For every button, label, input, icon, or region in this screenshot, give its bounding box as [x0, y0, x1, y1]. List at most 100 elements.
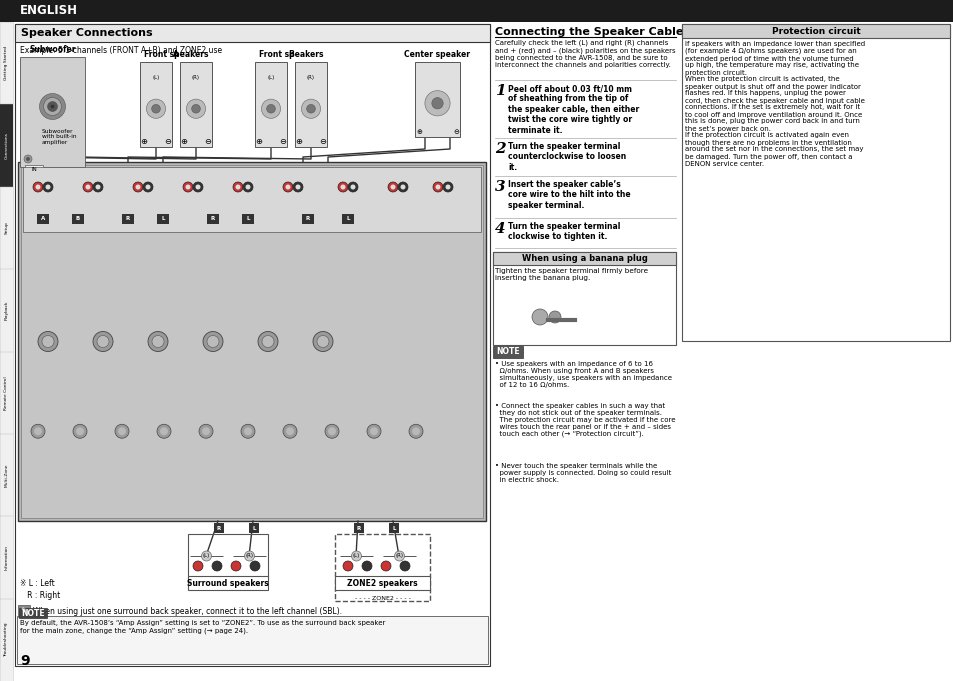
Text: Subwoofer: Subwoofer — [30, 45, 75, 54]
Circle shape — [293, 182, 303, 192]
Text: ※ L : Left: ※ L : Left — [20, 580, 54, 588]
Circle shape — [33, 182, 43, 192]
Text: ⊖: ⊖ — [164, 138, 172, 146]
Circle shape — [193, 182, 203, 192]
Text: - - - - ZONE2 - - - -: - - - - ZONE2 - - - - — [355, 595, 410, 601]
Circle shape — [143, 182, 152, 192]
Bar — [71, 214, 84, 224]
Circle shape — [233, 182, 243, 192]
Circle shape — [73, 424, 87, 439]
Text: Protection circuit: Protection circuit — [771, 27, 860, 35]
Text: By default, the AVR-1508’s “Amp Assign” setting is set to “ZONE2”. To use as the: By default, the AVR-1508’s “Amp Assign” … — [20, 620, 385, 633]
Circle shape — [313, 332, 333, 351]
Circle shape — [186, 99, 206, 118]
Circle shape — [262, 336, 274, 347]
Bar — [15, 24, 490, 42]
Text: Subwoofer
with built-in
amplifier: Subwoofer with built-in amplifier — [42, 129, 76, 145]
Text: ⊖: ⊖ — [204, 138, 212, 146]
Circle shape — [250, 561, 260, 571]
Circle shape — [212, 561, 222, 571]
Text: ⊕: ⊕ — [255, 138, 262, 146]
Text: A: A — [41, 217, 45, 221]
Circle shape — [367, 424, 380, 439]
Circle shape — [244, 427, 252, 435]
Circle shape — [285, 185, 291, 189]
Bar — [493, 346, 522, 358]
Circle shape — [34, 427, 42, 435]
Circle shape — [548, 311, 560, 323]
Text: L: L — [246, 217, 250, 221]
Bar — [681, 24, 949, 38]
Text: (R): (R) — [307, 75, 314, 80]
Circle shape — [286, 427, 294, 435]
Text: 2: 2 — [495, 142, 505, 156]
Bar — [20, 57, 85, 167]
Text: R: R — [126, 217, 130, 221]
Circle shape — [135, 185, 140, 189]
Text: R: R — [356, 526, 361, 530]
Bar — [140, 62, 172, 147]
Circle shape — [351, 551, 361, 561]
Bar — [242, 214, 253, 224]
Circle shape — [148, 332, 168, 351]
Circle shape — [152, 104, 160, 113]
Circle shape — [328, 427, 335, 435]
Text: (L): (L) — [353, 554, 359, 558]
Text: ⊖: ⊖ — [453, 129, 458, 135]
Circle shape — [39, 93, 66, 119]
Text: 4: 4 — [495, 222, 505, 236]
Bar — [493, 252, 676, 345]
Text: ⊖: ⊖ — [319, 138, 326, 146]
Text: When using just one surround back speaker, connect it to the left channel (SBL).: When using just one surround back speake… — [33, 607, 341, 616]
Text: 9: 9 — [20, 654, 30, 668]
Text: When using a banana plug: When using a banana plug — [521, 254, 647, 263]
Circle shape — [146, 99, 166, 118]
Bar — [335, 534, 430, 601]
Text: 1: 1 — [495, 84, 505, 98]
Text: ENGLISH: ENGLISH — [20, 5, 78, 18]
Text: (L): (L) — [203, 554, 210, 558]
Circle shape — [306, 104, 315, 113]
Bar — [188, 534, 268, 578]
Bar — [254, 62, 287, 147]
Circle shape — [201, 551, 212, 561]
Circle shape — [76, 427, 84, 435]
Text: Carefully check the left (L) and right (R) channels
and + (red) and – (black) po: Carefully check the left (L) and right (… — [495, 40, 675, 68]
Text: R: R — [306, 217, 310, 221]
Circle shape — [424, 91, 450, 116]
Circle shape — [48, 101, 57, 112]
Circle shape — [409, 424, 422, 439]
Circle shape — [301, 99, 320, 118]
Circle shape — [340, 185, 345, 189]
Text: Example: 5.1-channels (FRONT A+B) and ZONE2 use: Example: 5.1-channels (FRONT A+B) and ZO… — [20, 46, 222, 55]
Bar — [249, 523, 258, 533]
Circle shape — [442, 182, 453, 192]
Circle shape — [26, 157, 30, 161]
Text: Turn the speaker terminal
counterclockwise to loosen
it.: Turn the speaker terminal counterclockwi… — [507, 142, 625, 172]
Circle shape — [86, 185, 91, 189]
Text: (L): (L) — [152, 75, 159, 80]
Bar — [341, 214, 354, 224]
Text: (R): (R) — [395, 554, 403, 558]
Bar — [19, 608, 47, 618]
Circle shape — [241, 424, 254, 439]
Circle shape — [132, 182, 143, 192]
Text: (R): (R) — [192, 75, 200, 80]
Circle shape — [433, 182, 442, 192]
Circle shape — [337, 182, 348, 192]
Text: Connecting the Speaker Cables: Connecting the Speaker Cables — [495, 27, 689, 37]
Bar — [21, 165, 482, 518]
Circle shape — [412, 427, 419, 435]
Circle shape — [38, 332, 58, 351]
Circle shape — [35, 185, 40, 189]
Text: Setup: Setup — [5, 221, 9, 234]
Text: L: L — [346, 217, 350, 221]
Circle shape — [361, 561, 372, 571]
Circle shape — [115, 424, 129, 439]
Text: L: L — [392, 526, 395, 530]
Circle shape — [532, 309, 547, 325]
Text: Speaker Connections: Speaker Connections — [21, 28, 152, 38]
Circle shape — [395, 551, 404, 561]
Circle shape — [202, 427, 210, 435]
Text: • Never touch the speaker terminals while the
  power supply is connected. Doing: • Never touch the speaker terminals whil… — [495, 463, 671, 483]
